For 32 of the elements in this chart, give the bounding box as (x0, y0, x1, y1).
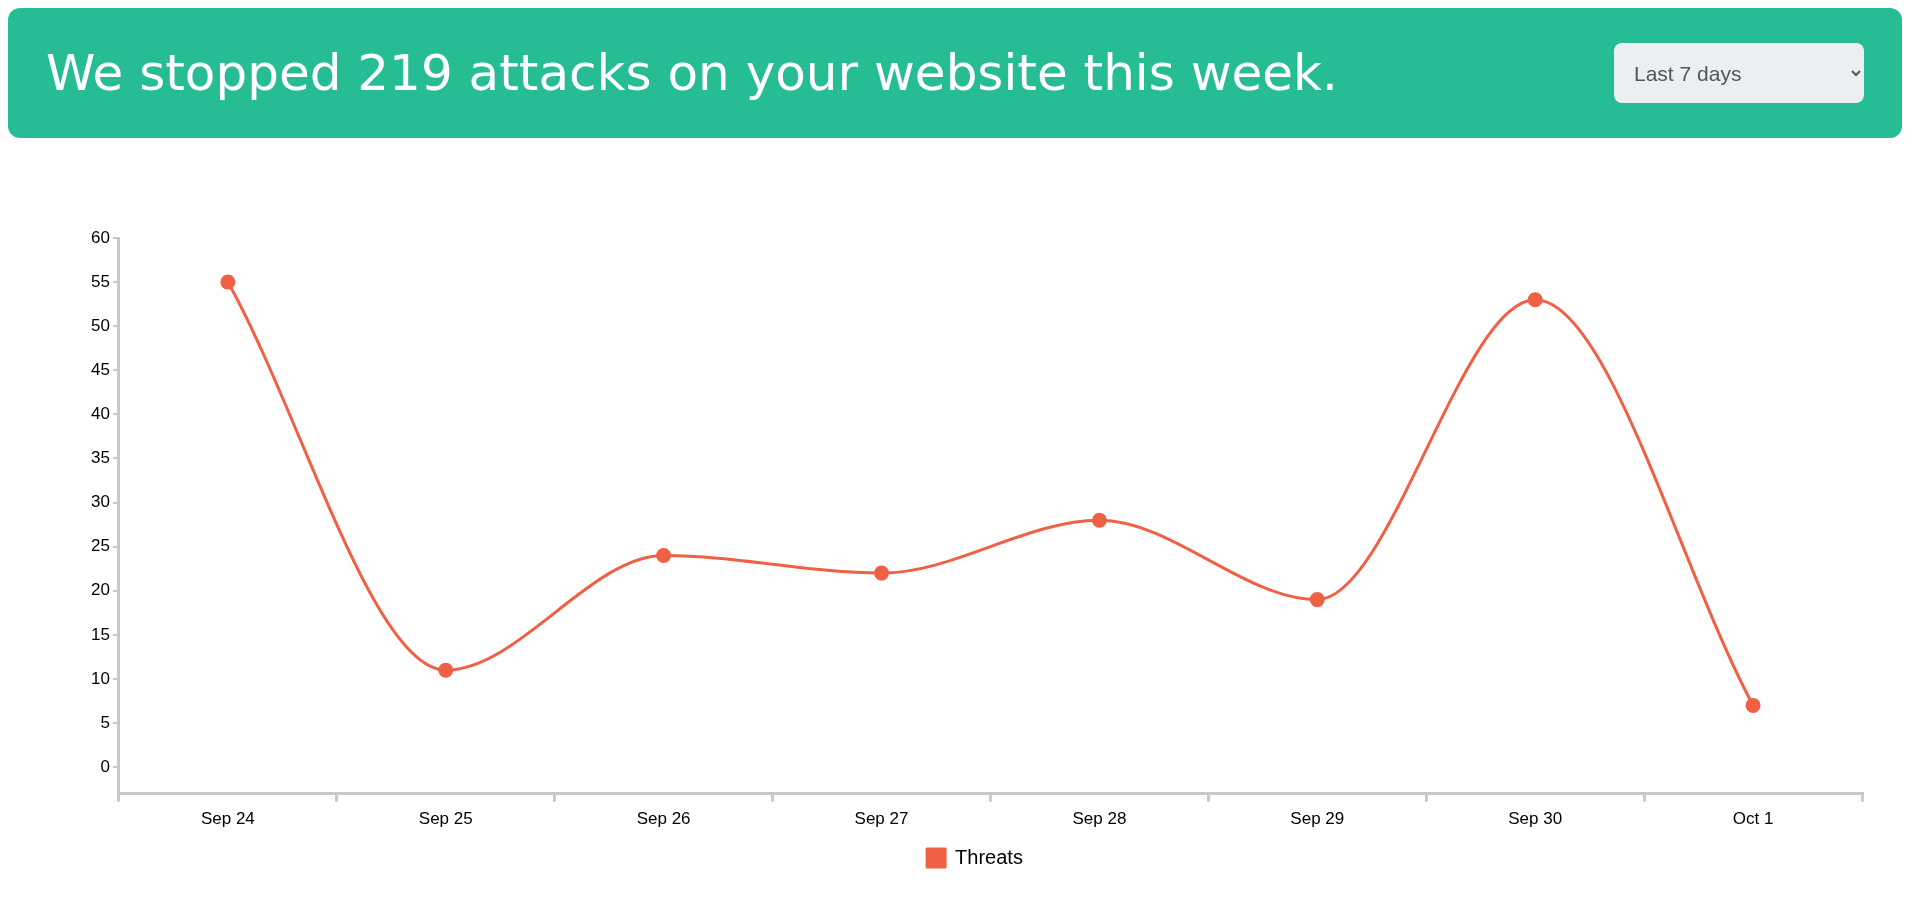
x-tick-label: Sep 26 (636, 809, 691, 829)
y-tick-label: 60 (90, 227, 110, 247)
y-tick-label: 40 (90, 404, 110, 424)
y-tick-label: 25 (90, 536, 110, 556)
x-tick-label: Sep 30 (1508, 809, 1563, 829)
x-tick-label: Sep 27 (854, 809, 909, 829)
point (656, 547, 672, 563)
x-tick-label: Oct 1 (1732, 809, 1774, 829)
y-tick-label: 15 (90, 624, 110, 644)
x-tick-label: Sep 28 (1072, 809, 1127, 829)
y-tick-label: 5 (100, 712, 110, 732)
y-tick-label: 30 (90, 492, 110, 512)
chart-title: We stopped 219 attacks on your website this week. (46, 44, 1338, 102)
point (1091, 512, 1107, 528)
point (1309, 592, 1325, 608)
x-tick-label: Sep 29 (1290, 809, 1345, 829)
period-select: Last 7 days (1614, 43, 1864, 103)
point (438, 662, 454, 678)
y-tick-label: 20 (90, 580, 110, 600)
y-tick-label: 0 (100, 756, 110, 776)
point (220, 274, 236, 290)
y-tick-label: 55 (90, 271, 110, 291)
point (874, 565, 890, 581)
x-tick-label: Sep 24 (200, 809, 255, 829)
x-tick-label: Sep 25 (418, 809, 473, 829)
point (1527, 292, 1543, 308)
y-tick-label: 10 (90, 668, 110, 688)
y-tick-label: 45 (90, 359, 110, 379)
y-tick-label: 35 (90, 448, 110, 468)
legend-label: Threats (955, 845, 1023, 868)
point (1745, 697, 1761, 713)
y-tick-label: 50 (90, 315, 110, 335)
